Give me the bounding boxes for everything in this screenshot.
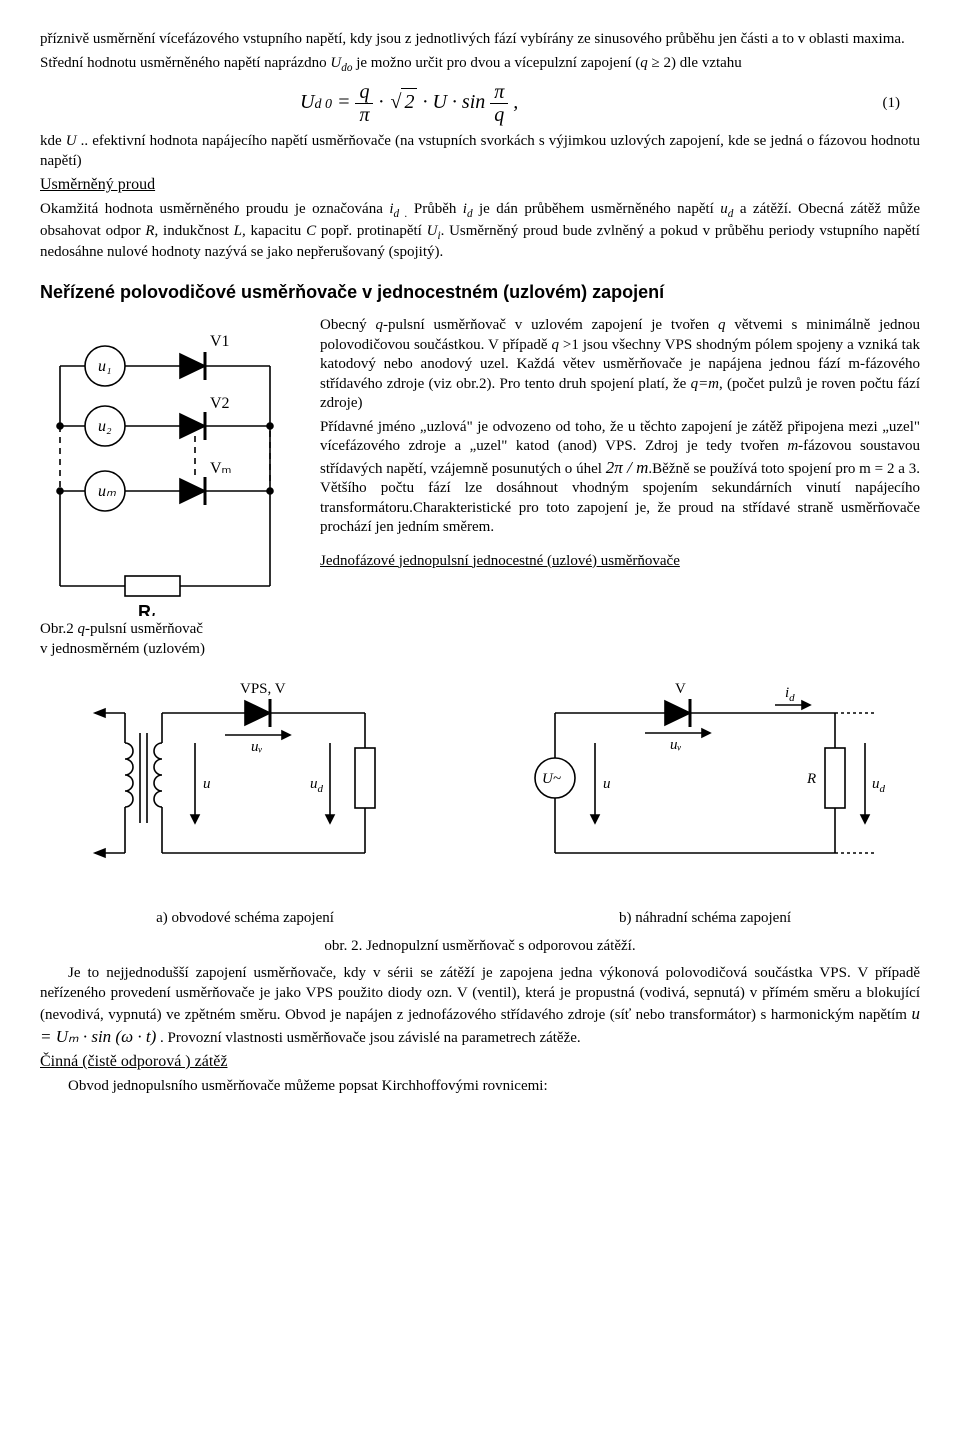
- scheme-b-usrc: U~: [542, 771, 561, 787]
- scheme-b-diagram: V id uᵥ U~ u R ud: [515, 673, 895, 893]
- scheme-b-ud: ud: [872, 776, 886, 795]
- q-pulse-circuit-diagram: u₁ u₂ uₘ V1 V2 Vₘ RL: [40, 316, 300, 616]
- section-title: Neřízené polovodičové usměrňovače v jedn…: [40, 281, 920, 304]
- intro-p4: Okamžitá hodnota usměrněného proudu je o…: [40, 200, 920, 263]
- src-label-1: u₁: [98, 358, 112, 375]
- bottom-p2: Obvod jednopulsního usměrňovače můžeme p…: [40, 1077, 920, 1097]
- diode-label-2: V2: [210, 395, 230, 412]
- scheme-b-u: u: [603, 776, 611, 792]
- diode-label-m: Vₘ: [210, 460, 232, 477]
- scheme-a-caption: a) obvodové schéma zapojení: [156, 909, 334, 929]
- scheme-b-top-label: V: [675, 681, 686, 697]
- scheme-a-u: u: [203, 776, 211, 792]
- heading-usmerneny-proud: Usměrněný proud: [40, 175, 920, 196]
- src-label-2: u₂: [98, 418, 112, 435]
- scheme-a-uv: uᵥ: [251, 739, 263, 755]
- bottom-p1: Je to nejjednodušší zapojení usměrňovače…: [40, 964, 920, 1048]
- fig2-main-caption: obr. 2. Jednopulzní usměrňovač s odporov…: [40, 937, 920, 957]
- scheme-b-uv: uᵥ: [670, 737, 682, 753]
- heading-jednofazove: Jednofázové jednopulsní jednocestné (uzl…: [320, 553, 680, 569]
- scheme-a-diagram: VPS, V uᵥ u ud: [65, 673, 425, 893]
- load-label: RL: [138, 602, 159, 616]
- heading-cinna-zatez: Činná (čistě odporová ) zátěž: [40, 1052, 920, 1073]
- scheme-b-caption: b) náhradní schéma zapojení: [619, 909, 791, 929]
- src-label-m: uₘ: [98, 483, 116, 500]
- intro-p1: příznivě usměrnění vícefázového vstupníh…: [40, 30, 920, 50]
- fig2-caption: Obr.2 q-pulsní usměrňovač v jednosměrném…: [40, 620, 300, 659]
- scheme-a-top-label: VPS, V: [240, 681, 286, 697]
- scheme-a-ud: ud: [310, 776, 324, 795]
- intro-p3: kde U .. efektivní hodnota napájecího na…: [40, 132, 920, 171]
- right-paragraph: Obecný q-pulsní usměrňovač v uzlovém zap…: [320, 316, 920, 575]
- diode-label-1: V1: [210, 333, 230, 350]
- equation-1: Ud 0 = qπ · 2 · U · sin πq , (1): [40, 81, 920, 126]
- scheme-b-id: id: [785, 685, 795, 704]
- intro-p2: Střední hodnotu usměrněného napětí naprá…: [40, 54, 920, 76]
- scheme-b-R: R: [806, 771, 816, 787]
